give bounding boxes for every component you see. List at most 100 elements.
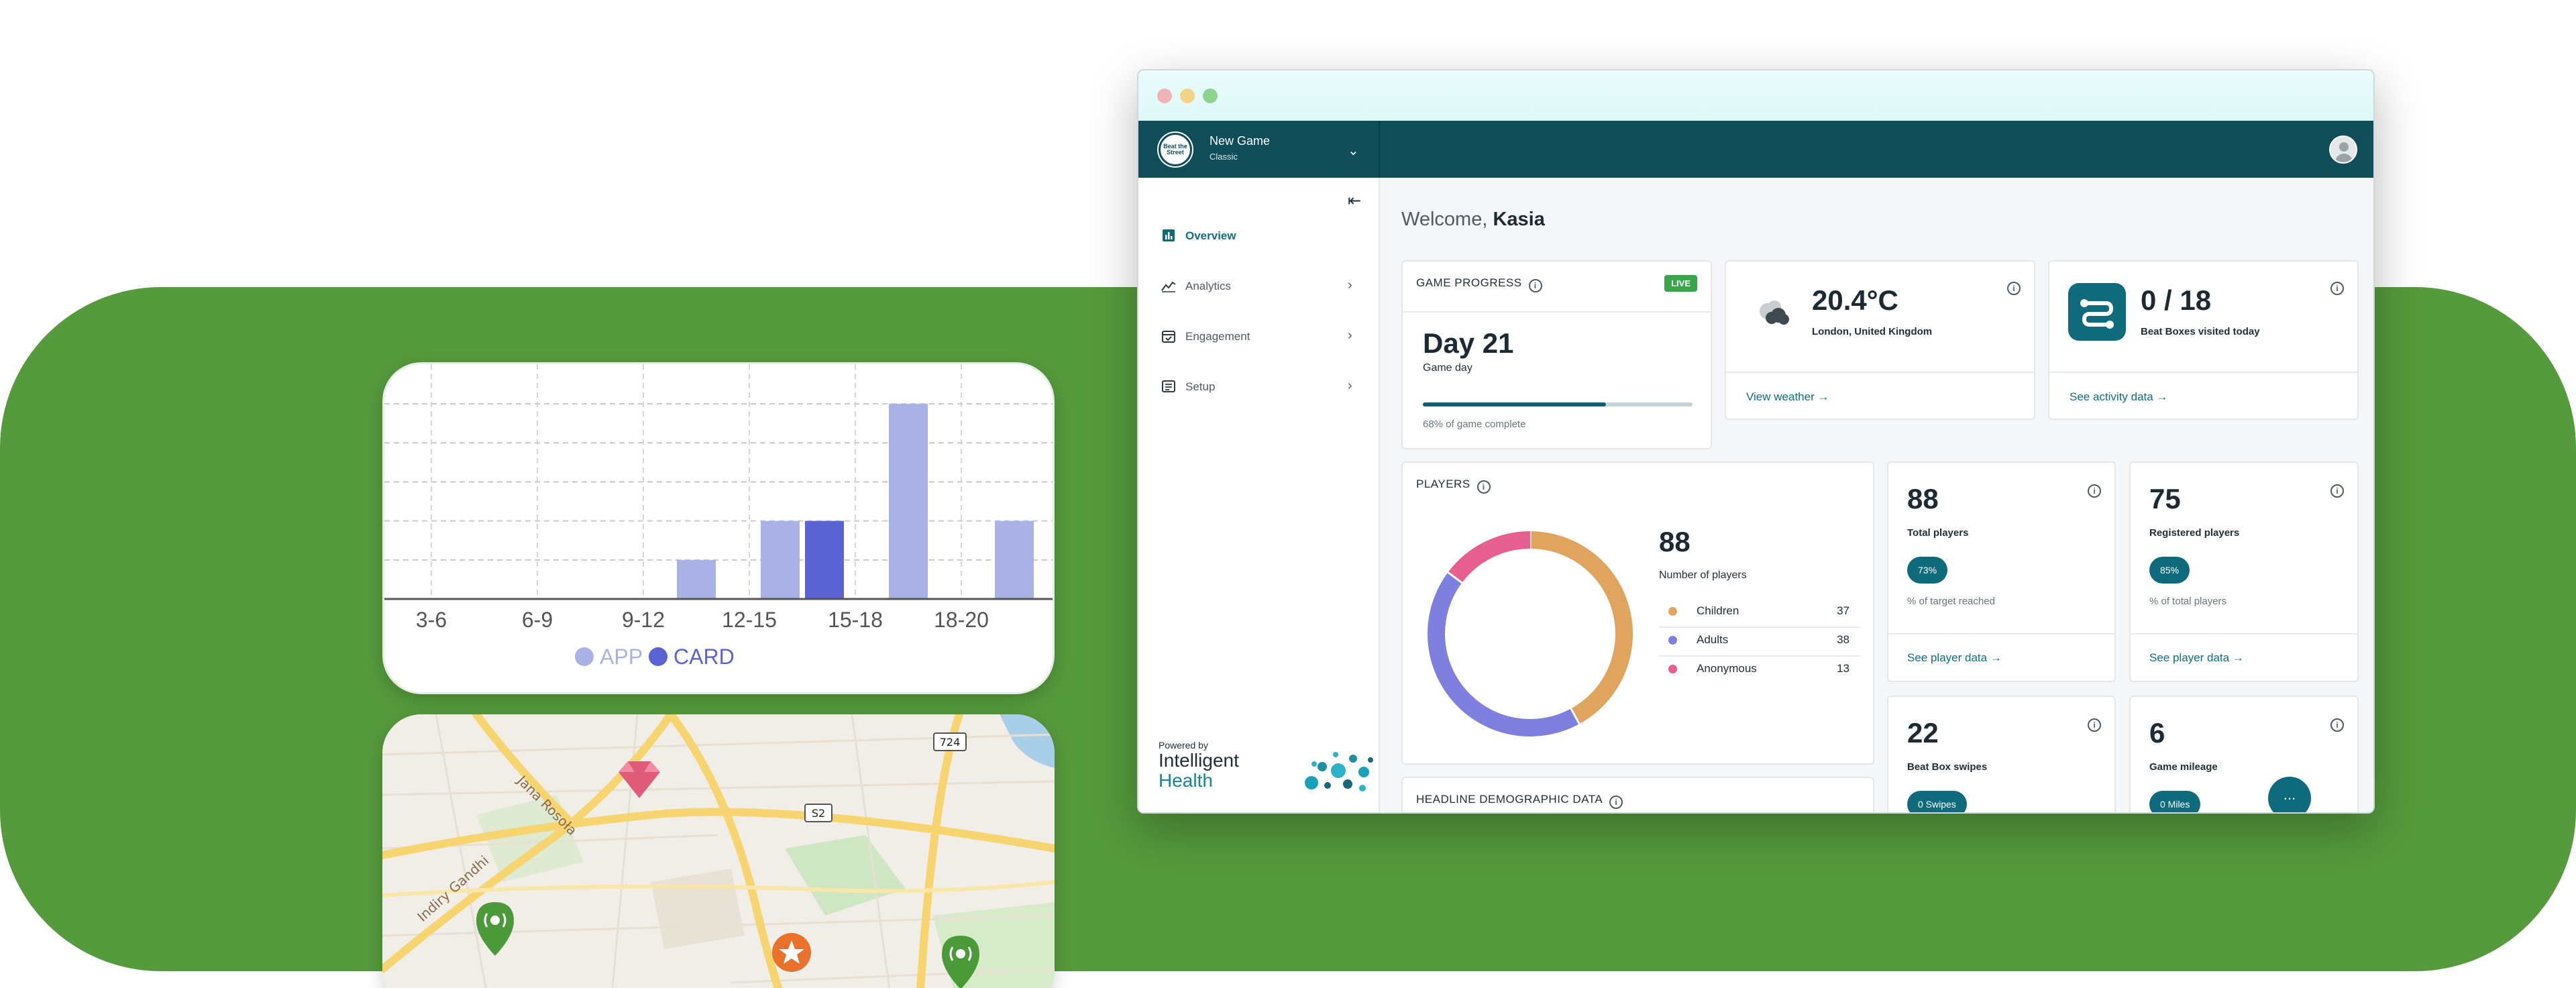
info-icon[interactable]: i (2330, 282, 2344, 295)
road-shield-724: 724 (933, 732, 967, 751)
info-icon[interactable]: i (1477, 480, 1491, 494)
svg-text:S2: S2 (812, 807, 825, 820)
info-icon[interactable]: i (2007, 282, 2021, 295)
info-icon[interactable]: i (2088, 718, 2101, 732)
chevron-right-icon: › (1348, 278, 1352, 292)
brand-name-line-1: Intelligent (1159, 750, 1239, 771)
legend-label: CARD (674, 645, 735, 669)
sidebar-item-setup[interactable]: Setup › (1138, 370, 1380, 404)
road-shield-s2: S2 (804, 804, 833, 822)
demographic-card: HEADLINE DEMOGRAPHIC DATA i (1401, 777, 1874, 812)
total-players-value: 88 (1907, 483, 1939, 514)
info-icon[interactable]: i (2330, 484, 2344, 498)
swipes-pill: 0 Swipes (1907, 791, 1967, 812)
players-total-label: Number of players (1659, 569, 1747, 581)
beat-box-swipes-card: 22 i Beat Box swipes 0 Swipes (1887, 696, 2116, 812)
see-activity-link[interactable]: See activity data → (2070, 390, 2168, 403)
beacon-marker-icon[interactable] (476, 902, 514, 956)
bar-card-12-15[interactable] (805, 520, 844, 599)
map-card[interactable]: Jana Rosoła Indiry Gandhi 724 S2 (382, 714, 1055, 988)
donut-slice-adults[interactable] (1428, 572, 1580, 736)
demographic-title: HEADLINE DEMOGRAPHIC DATA i (1416, 793, 1623, 809)
sidebar: ⇤ Overview Analytics › Engagement › (1138, 178, 1380, 812)
target-percent-pill: 73% (1907, 557, 1948, 584)
bar-app-18-20[interactable] (995, 520, 1034, 599)
user-avatar[interactable] (2329, 135, 2357, 164)
tick-label: 9-12 (622, 608, 665, 632)
game-progress-bar (1423, 402, 1693, 406)
brand-dots-icon (1305, 752, 1373, 791)
map-canvas[interactable]: Jana Rosoła Indiry Gandhi 724 S2 (382, 714, 1055, 988)
mileage-value: 6 (2149, 717, 2165, 749)
sidebar-item-label: Engagement (1185, 330, 1250, 343)
see-player-data-link-2[interactable]: See player data → (2149, 651, 2244, 664)
sidebar-item-analytics[interactable]: Analytics › (1138, 270, 1380, 303)
info-icon[interactable]: i (2330, 718, 2344, 732)
brand-name-line-2: Health (1159, 770, 1213, 791)
calendar-check-icon (1161, 329, 1176, 343)
svg-text:724: 724 (940, 736, 961, 749)
collapse-menu-icon[interactable]: ⇤ (1348, 192, 1362, 210)
tick-label: 6-9 (522, 608, 553, 632)
sidebar-item-label: Setup (1185, 380, 1216, 393)
view-weather-link[interactable]: View weather → (1746, 390, 1829, 403)
chevron-right-icon: › (1348, 378, 1352, 393)
swipes-value: 22 (1907, 717, 1939, 749)
maximize-window-button[interactable] (1203, 89, 1218, 103)
game-progress-card: GAME PROGRESS i LIVE Day 21 Game day 68% … (1401, 260, 1712, 449)
game-progress-title: GAME PROGRESS i (1416, 276, 1542, 292)
mileage-pill: 0 Miles (2149, 791, 2201, 812)
info-icon[interactable]: i (1528, 279, 1542, 292)
diamond-marker-icon[interactable] (619, 761, 660, 798)
mileage-label: Game mileage (2149, 761, 2218, 773)
see-player-data-link[interactable]: See player data → (1907, 651, 2002, 664)
total-players-note: % of target reached (1907, 596, 1995, 607)
list-icon (1161, 379, 1176, 394)
info-icon[interactable]: i (2088, 484, 2101, 498)
players-title: PLAYERS i (1416, 478, 1491, 494)
tick-label: 15-18 (828, 608, 883, 632)
legend-swatch (649, 647, 667, 666)
beacon-marker-icon-2[interactable] (942, 936, 979, 988)
sidebar-item-label: Overview (1185, 229, 1236, 242)
cloudy-icon (1760, 300, 1789, 325)
game-day-label: Game day (1423, 362, 1472, 374)
game-name: New Game (1210, 134, 1271, 148)
tick-label: 18-20 (934, 608, 989, 632)
window-titlebar (1138, 70, 2373, 121)
bar-app-12-15[interactable] (761, 520, 800, 599)
legend-row-adults: Adults 38 (1659, 628, 1860, 655)
bar-app-9-12[interactable] (677, 559, 716, 599)
welcome-heading: Welcome, Kasia (1401, 209, 1545, 230)
trend-icon (1161, 278, 1176, 293)
chart-grid (384, 364, 1053, 599)
more-actions-button[interactable]: ... (2268, 777, 2311, 812)
sidebar-item-engagement[interactable]: Engagement › (1138, 320, 1380, 353)
donut-slice-anonymous[interactable] (1448, 531, 1531, 584)
registered-players-value: 75 (2149, 483, 2181, 514)
game-logo: Beat the Street (1159, 133, 1192, 166)
legend-label: APP (600, 645, 643, 669)
bar-app-15-18[interactable] (889, 404, 928, 599)
app-window: Beat the Street New Game Classic ⌄ ⇤ Ove… (1137, 69, 2375, 814)
game-mode: Classic (1210, 152, 1238, 162)
registered-players-card: 75 i Registered players 85% % of total p… (2129, 461, 2359, 682)
minimize-window-button[interactable] (1180, 89, 1195, 103)
game-selector[interactable]: Beat the Street New Game Classic ⌄ (1138, 121, 1380, 178)
donut-slice-children[interactable] (1529, 531, 1633, 724)
game-day-value: Day 21 (1423, 327, 1514, 359)
close-window-button[interactable] (1157, 89, 1172, 103)
chevron-right-icon: › (1348, 328, 1352, 343)
donut-separator (1447, 571, 1463, 584)
registered-players-note: % of total players (2149, 596, 2227, 607)
info-icon[interactable]: i (1609, 795, 1623, 809)
weather-card: 20.4°C London, United Kingdom i View wea… (1725, 260, 2035, 420)
swipes-label: Beat Box swipes (1907, 761, 1988, 773)
star-marker-icon[interactable] (772, 933, 811, 972)
chevron-down-icon[interactable]: ⌄ (1348, 144, 1359, 158)
sidebar-item-overview[interactable]: Overview (1138, 219, 1380, 253)
temperature-value: 20.4°C (1812, 284, 1898, 316)
total-players-card: 88 i Total players 73% % of target reach… (1887, 461, 2116, 682)
